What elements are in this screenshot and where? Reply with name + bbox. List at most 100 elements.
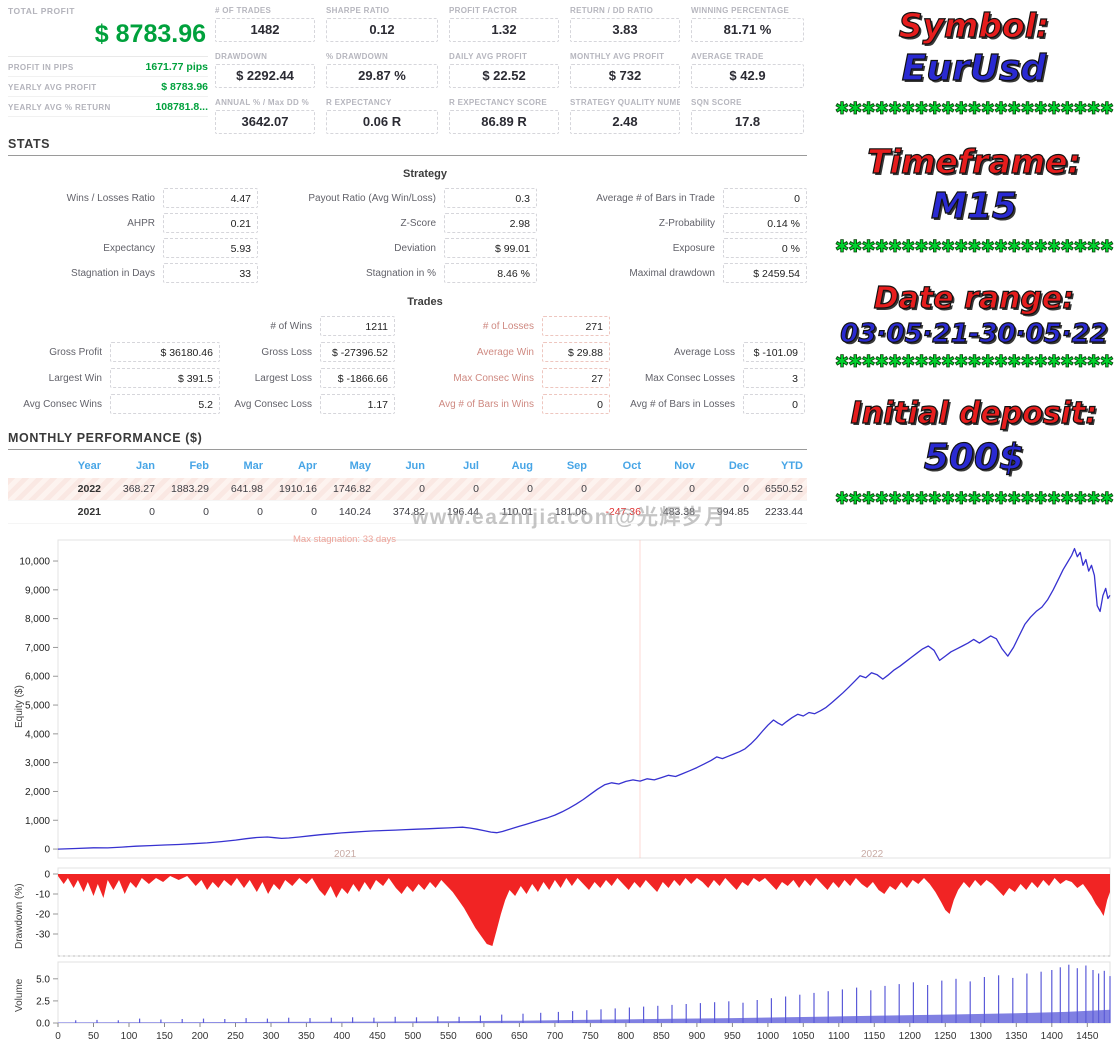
summary-row-label: YEARLY AVG PROFIT xyxy=(8,82,97,92)
month-column-header: Apr xyxy=(298,460,317,472)
svg-text:800: 800 xyxy=(618,1031,635,1042)
svg-text:450: 450 xyxy=(369,1031,386,1042)
stat-row: # of Wins 1211 xyxy=(228,316,395,336)
trades-column: # of Losses 271 Average Win $ 29.88 Max Cons… xyxy=(425,316,610,420)
stat-label: Expectancy xyxy=(103,242,155,254)
svg-text:7,000: 7,000 xyxy=(25,643,50,654)
kpi-label: AVERAGE TRADE xyxy=(691,52,764,61)
kpi-label: DAILY AVG PROFIT xyxy=(449,52,528,61)
stat-label: Maximal drawdown xyxy=(629,267,715,279)
kpi-value: 81.71 % xyxy=(691,18,804,42)
kpi-cell: # OF TRADES 1482 xyxy=(215,6,315,42)
svg-text:6,000: 6,000 xyxy=(25,672,50,683)
initial-deposit-label: Initial deposit: xyxy=(850,395,1098,431)
year-label-2022: 2022 xyxy=(861,849,884,860)
summary-row: YEARLY AVG PROFIT $ 8783.96 xyxy=(8,77,208,97)
summary-row: YEARLY AVG % RETURN 108781.8... xyxy=(8,97,208,117)
stat-value: $ 29.88 xyxy=(542,342,610,362)
svg-text:100: 100 xyxy=(121,1031,138,1042)
stat-value: $ -101.09 xyxy=(743,342,805,362)
stat-value: 271 xyxy=(542,316,610,336)
monthly-row[interactable]: 2022 368.27 1883.29 641.98 1910.16 1746.82 0 0 0… xyxy=(8,478,807,501)
stat-row: Exposure 0 % xyxy=(560,238,807,258)
kpi-value: 2.48 xyxy=(570,110,680,134)
month-value-cell: 483.38 xyxy=(662,506,695,518)
svg-text:-20: -20 xyxy=(36,910,51,921)
stat-row: Largest Loss $ -1866.66 xyxy=(228,368,395,388)
svg-text:650: 650 xyxy=(511,1031,528,1042)
kpi-label: RETURN / DD RATIO xyxy=(570,6,654,15)
stat-label: Stagnation in Days xyxy=(71,267,155,279)
month-column-header: Jul xyxy=(463,460,479,472)
stat-row: Avg Consec Loss 1.17 xyxy=(228,394,395,414)
stat-value: 0.14 % xyxy=(723,213,807,233)
stat-row: Avg # of Bars in Wins 0 xyxy=(425,394,610,414)
kpi-cell: % DRAWDOWN 29.87 % xyxy=(326,52,438,88)
stars-divider: ✱✱✱✱✱✱✱✱✱✱✱✱✱✱✱✱✱✱✱✱✱ xyxy=(834,489,1115,510)
kpi-label: # OF TRADES xyxy=(215,6,272,15)
kpi-value: 1.32 xyxy=(449,18,559,42)
stat-value: 0 xyxy=(542,394,610,414)
stat-label: Max Consec Losses xyxy=(644,372,735,384)
month-value-cell: 0 xyxy=(419,483,425,495)
trades-column: Gross Profit $ 36180.46 Largest Win $ 391.5… xyxy=(8,316,220,420)
svg-text:700: 700 xyxy=(547,1031,564,1042)
month-value-cell: 0 xyxy=(527,483,533,495)
stat-label: Avg # of Bars in Losses xyxy=(630,398,735,410)
month-value-cell: 368.27 xyxy=(122,483,155,495)
svg-text:1100: 1100 xyxy=(828,1031,850,1042)
svg-text:1400: 1400 xyxy=(1041,1031,1064,1042)
svg-text:2,000: 2,000 xyxy=(25,787,50,798)
stat-value: 8.46 % xyxy=(444,263,537,283)
month-value-cell: 1883.29 xyxy=(171,483,209,495)
stat-row: Stagnation in % 8.46 % xyxy=(280,263,537,283)
stat-value: 0.21 xyxy=(163,213,258,233)
kpi-label: R EXPECTANCY xyxy=(326,98,392,107)
kpi-cell: WINNING PERCENTAGE 81.71 % xyxy=(691,6,804,42)
month-value-cell: 0 xyxy=(311,506,317,518)
stat-value: $ 99.01 xyxy=(444,238,537,258)
svg-text:4,000: 4,000 xyxy=(25,729,50,740)
kpi-label: R EXPECTANCY SCORE xyxy=(449,98,548,107)
svg-text:900: 900 xyxy=(689,1031,706,1042)
stat-row: Wins / Losses Ratio 4.47 xyxy=(8,188,258,208)
volume-chart: 0.0 2.5 5.0 0 50 100 150 200 250 300 350 400 450 500 5… xyxy=(36,961,1111,1042)
trades-column: # of Wins 1211 Gross Loss $ -27396.52 Larges… xyxy=(228,316,395,420)
stat-label: Deviation xyxy=(394,242,436,254)
year-label-2021: 2021 xyxy=(334,849,357,860)
kpi-label: SHARPE RATIO xyxy=(326,6,390,15)
stat-value: $ 36180.46 xyxy=(110,342,220,362)
svg-text:1050: 1050 xyxy=(792,1031,815,1042)
stat-label: Largest Loss xyxy=(254,372,312,384)
svg-text:600: 600 xyxy=(476,1031,493,1042)
summary-rows: PROFIT IN PIPS 1671.77 pips YEARLY AVG PRO… xyxy=(8,57,208,117)
stat-row: # of Losses 271 xyxy=(425,316,610,336)
month-value-cell: 0 xyxy=(635,483,641,495)
stat-label: Max Consec Wins xyxy=(453,372,534,384)
stat-row: Max Consec Losses 3 xyxy=(608,368,805,388)
svg-text:0: 0 xyxy=(44,870,50,881)
month-value-cell: 0 xyxy=(743,483,749,495)
stat-row: Z-Probability 0.14 % xyxy=(560,213,807,233)
svg-text:8,000: 8,000 xyxy=(25,614,50,625)
stat-value: 4.47 xyxy=(163,188,258,208)
stars-divider: ✱✱✱✱✱✱✱✱✱✱✱✱✱✱✱✱✱✱✱✱✱ xyxy=(834,352,1115,373)
month-column-header: Jun xyxy=(405,460,425,472)
kpi-cell: DRAWDOWN $ 2292.44 xyxy=(215,52,315,88)
svg-text:0: 0 xyxy=(44,845,50,856)
svg-text:-10: -10 xyxy=(36,890,51,901)
stat-value: 0 xyxy=(723,188,807,208)
kpi-label: MONTHLY AVG PROFIT xyxy=(570,52,665,61)
symbol-label: Symbol: xyxy=(898,5,1050,45)
stat-label: Gross Loss xyxy=(261,346,312,358)
svg-text:750: 750 xyxy=(582,1031,599,1042)
kpi-value: 86.89 R xyxy=(449,110,559,134)
svg-text:2.5: 2.5 xyxy=(36,996,50,1007)
strategy-column: Wins / Losses Ratio 4.47 AHPR 0.21 Expectanc… xyxy=(8,188,258,288)
month-value-cell: 110.01 xyxy=(501,506,533,518)
monthly-row[interactable]: 2021 0 0 0 0 140.24 374.82 196.44 110.01 181.06 -2… xyxy=(8,501,807,524)
kpi-label: DRAWDOWN xyxy=(215,52,268,61)
svg-text:1200: 1200 xyxy=(899,1031,922,1042)
svg-text:5,000: 5,000 xyxy=(25,701,50,712)
kpi-cell: R EXPECTANCY 0.06 R xyxy=(326,98,438,134)
